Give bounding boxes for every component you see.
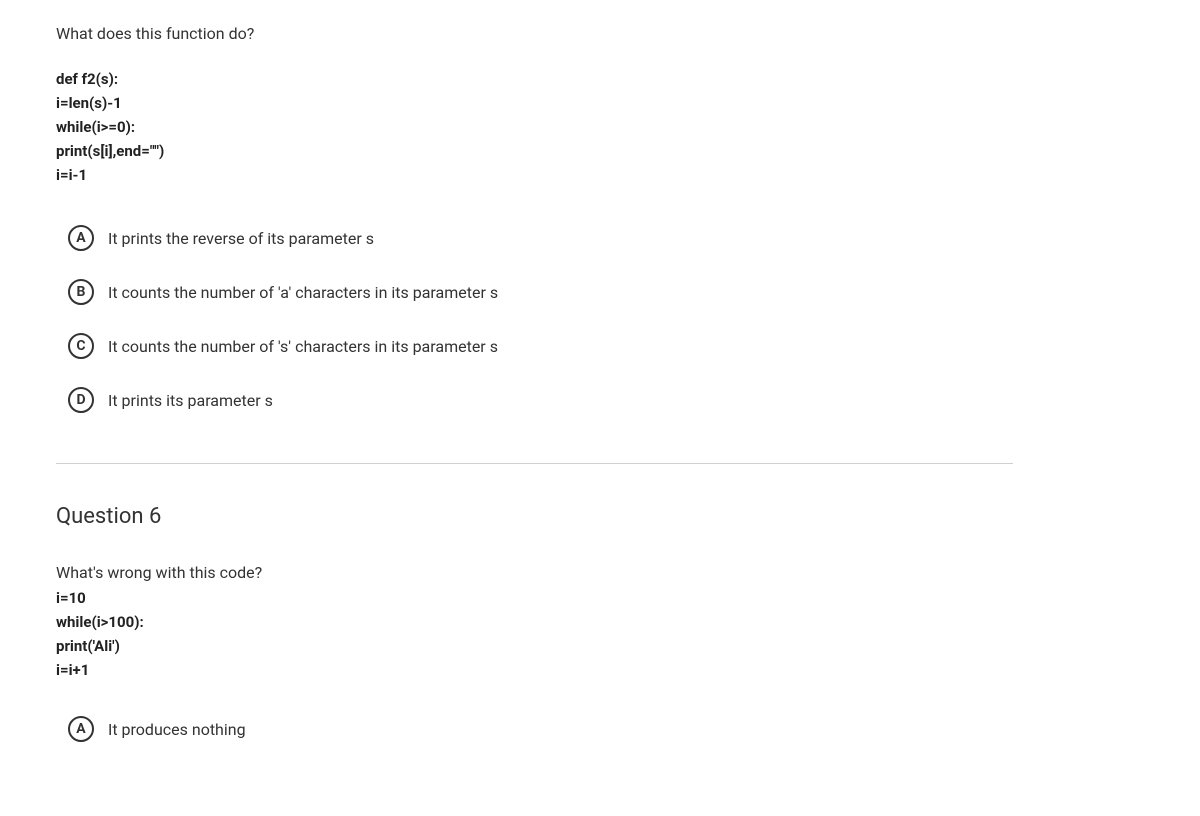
option-d[interactable]: D It prints its parameter s <box>56 377 1144 423</box>
options-list: A It produces nothing <box>56 706 1144 752</box>
option-letter: C <box>68 333 94 359</box>
code-line: i=10 <box>56 586 1144 610</box>
option-letter: A <box>68 225 94 251</box>
option-letter: B <box>68 279 94 305</box>
option-a[interactable]: A It prints the reverse of its parameter… <box>56 215 1144 261</box>
option-a[interactable]: A It produces nothing <box>56 706 1144 752</box>
code-line: while(i>100): <box>56 610 1144 634</box>
code-line: def f2(s): <box>56 67 1144 91</box>
code-line: print('Ali') <box>56 634 1144 658</box>
question-prompt: What's wrong with this code? <box>56 563 1144 582</box>
code-line: print(s[i],end="") <box>56 139 1144 163</box>
code-line: while(i>=0): <box>56 115 1144 139</box>
option-letter: A <box>68 716 94 742</box>
option-c[interactable]: C It counts the number of 's' characters… <box>56 323 1144 369</box>
option-b[interactable]: B It counts the number of 'a' characters… <box>56 269 1144 315</box>
code-line: i=i-1 <box>56 163 1144 187</box>
option-text: It counts the number of 's' characters i… <box>108 337 498 356</box>
code-line: i=i+1 <box>56 658 1144 682</box>
question-prompt: What does this function do? <box>56 24 1144 43</box>
divider <box>56 463 1013 464</box>
option-text: It produces nothing <box>108 720 246 739</box>
code-block: i=10 while(i>100): print('Ali') i=i+1 <box>56 586 1144 682</box>
option-letter: D <box>68 387 94 413</box>
code-line: i=len(s)-1 <box>56 91 1144 115</box>
code-block: def f2(s): i=len(s)-1 while(i>=0): print… <box>56 67 1144 187</box>
question-title: Question 6 <box>56 504 1144 529</box>
options-list: A It prints the reverse of its parameter… <box>56 215 1144 423</box>
option-text: It prints the reverse of its parameter s <box>108 229 374 248</box>
option-text: It counts the number of 'a' characters i… <box>108 283 498 302</box>
option-text: It prints its parameter s <box>108 391 273 410</box>
